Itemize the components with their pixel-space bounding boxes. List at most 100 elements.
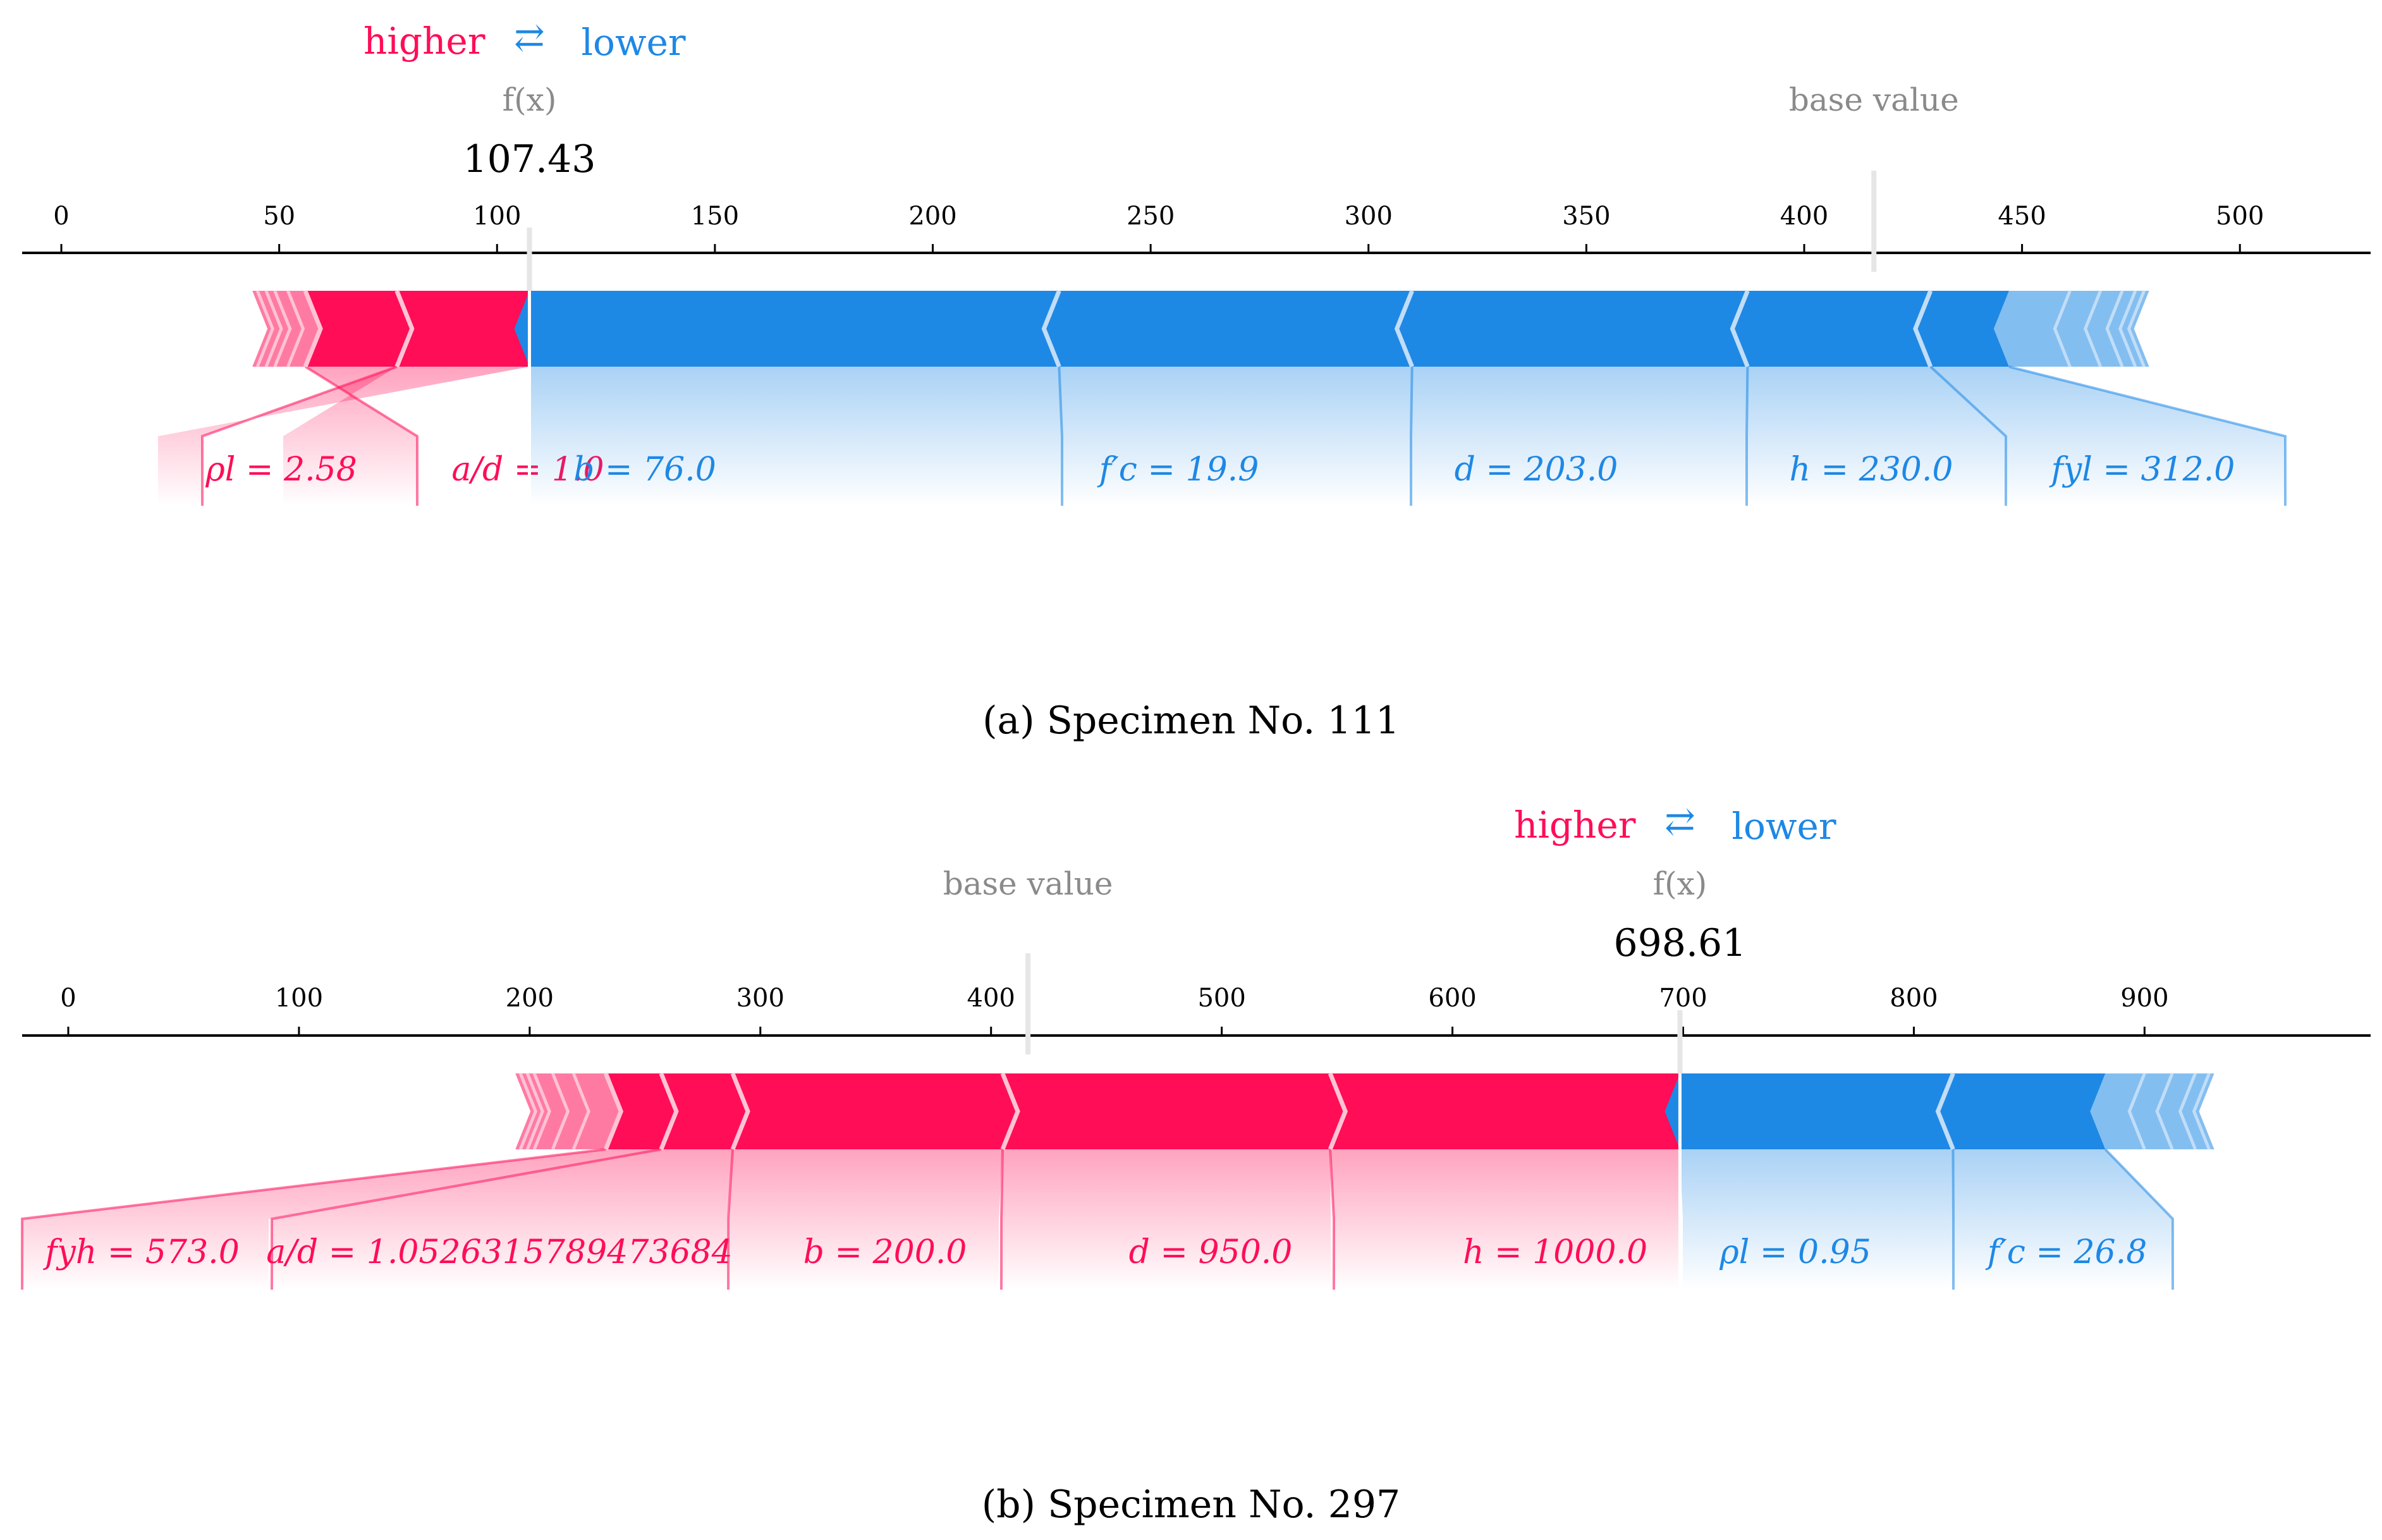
connector-fill-lower [1953,1149,2173,1290]
x-tick-label: 700 [1659,984,1707,1013]
x-tick-label: 800 [1890,984,1938,1013]
legend-higher: higher [1514,804,1636,846]
bar-segment-higher [732,1073,1018,1149]
legend-higher: higher [363,20,486,63]
bar-separator-higher-minor [518,1073,537,1150]
x-tick-label: 250 [1127,202,1175,231]
bar-separator-lower-minor [2155,1073,2174,1150]
x-tick-label: 400 [1780,202,1828,231]
legend-lower: lower [581,21,685,64]
x-tick-label: 50 [263,202,295,231]
bar-separator-higher-minor [286,290,305,367]
feature-label-higher: b = 200.0 [803,1233,967,1271]
legend-lower: lower [1732,805,1836,848]
feature-label-lower: h = 230.0 [1790,451,1953,489]
bar-separator-higher-minor [571,1073,590,1150]
x-tick-label: 900 [2120,984,2168,1013]
x-tick-label: 400 [967,984,1015,1013]
bar-separator-higher [1328,1072,1348,1151]
bar-separator-higher [730,1072,750,1151]
connector-fill-lower [1930,367,2285,506]
feature-label-higher: d = 950.0 [1129,1233,1293,1271]
bar-separator-higher [604,1072,624,1151]
connector-fill-higher [728,1149,1003,1290]
fx-value: 107.43 [463,137,596,181]
figure-caption: (b) Specimen No. 297 [982,1482,1400,1527]
x-tick-label: 150 [691,202,739,231]
bar-separator-higher-minor [525,1073,544,1150]
x-tick-label: 100 [275,984,323,1013]
bar-segment-lower [1044,291,1412,367]
connector-line-higher [21,1148,606,1290]
connector-line-higher [1329,1149,1335,1290]
bar-segment-higher [1330,1073,1695,1149]
connector-line-higher [271,1148,662,1290]
connector-fill-higher [272,1149,733,1290]
bar-separator-higher-minor [255,290,274,367]
x-tick-label: 350 [1562,202,1610,231]
bar-segment-higher [305,291,412,367]
x-tick-label: 200 [506,984,554,1013]
x-tick-label: 500 [2216,202,2264,231]
feature-label-lower: d = 203.0 [1455,451,1618,489]
bar-separator-lower [1730,290,1750,368]
legend-arrows-icon: ⇄ [514,16,545,59]
bar-separator-lower-minor [2118,290,2137,367]
bar-separator-lower [1913,290,1933,368]
force-plot-panel-a: 0 50 100 150 200 250 300 350 400 450 500 base value… [22,16,2371,743]
bar-segment-lower [1938,1073,2106,1149]
bar-separator-lower-minor [2178,1073,2197,1150]
bar-separator-higher [303,290,323,368]
feature-label-higher: a/d = 1.0526315789473684 [266,1233,732,1271]
connector-fill-higher [1330,1149,1680,1290]
connector-line-higher [201,365,398,506]
bar-separator-lower-minor [2105,290,2124,367]
connector-fill-lower [1680,1149,1953,1290]
bar-segment-higher [1002,1073,1346,1149]
bar-segment-higher [661,1073,748,1149]
feature-label-lower: ρl = 0.95 [1719,1233,1871,1271]
fx-label: f(x) [1653,865,1707,902]
connector-line-higher [727,1149,734,1290]
bar-segment-lower [514,291,1060,367]
connector-line-lower [2104,1148,2174,1290]
bar-segment-lower-minor [2090,1073,2214,1149]
bar-segment-lower [1664,1073,1953,1149]
bar-separator-higher-minor [264,290,283,367]
fx-value: 698.61 [1613,921,1746,965]
connector-fill-lower [1059,367,1412,506]
feature-label-higher: h = 1000.0 [1463,1233,1647,1271]
connector-line-lower [2008,365,2287,506]
x-tick-label: 500 [1197,984,1245,1013]
x-tick-label: 100 [473,202,521,231]
bar-separator-higher [394,290,415,368]
bar-separator-lower [1394,290,1414,368]
connector-fill-higher [1001,1149,1331,1290]
bar-segment-higher [396,291,545,367]
connector-fill-higher [22,1149,661,1290]
feature-label-higher: fyh = 573.0 [42,1233,240,1271]
figure-caption: (a) Specimen No. 111 [982,699,1400,743]
bar-separator-higher-minor [273,290,292,367]
x-tick-label: 300 [1345,202,1393,231]
connector-fill-higher [158,367,530,506]
feature-label-lower: f′c = 19.9 [1097,451,1259,489]
x-tick-label: 300 [736,984,785,1013]
connector-fill-lower [1747,367,2006,506]
x-tick-label: 600 [1428,984,1476,1013]
bar-separator-higher-minor [551,1073,570,1150]
bar-separator-lower-minor [2083,290,2102,367]
connector-fill-lower [529,367,1062,506]
bar-separator-lower-minor [2127,1073,2146,1150]
force-plot-panel-b: 0 100 200 300 400 500 600 700 800 900 base value f(… [21,800,2371,1527]
bar-separator-lower-minor [2053,290,2072,367]
bar-separator-lower [1935,1072,1955,1151]
bar-separator-higher [659,1072,679,1151]
x-tick-label: 450 [1998,202,2046,231]
legend-arrows-icon: ⇄ [1664,800,1695,843]
bar-segment-higher [606,1073,676,1149]
bar-segment-lower [1732,291,1931,367]
bar-segment-lower [1396,291,1748,367]
